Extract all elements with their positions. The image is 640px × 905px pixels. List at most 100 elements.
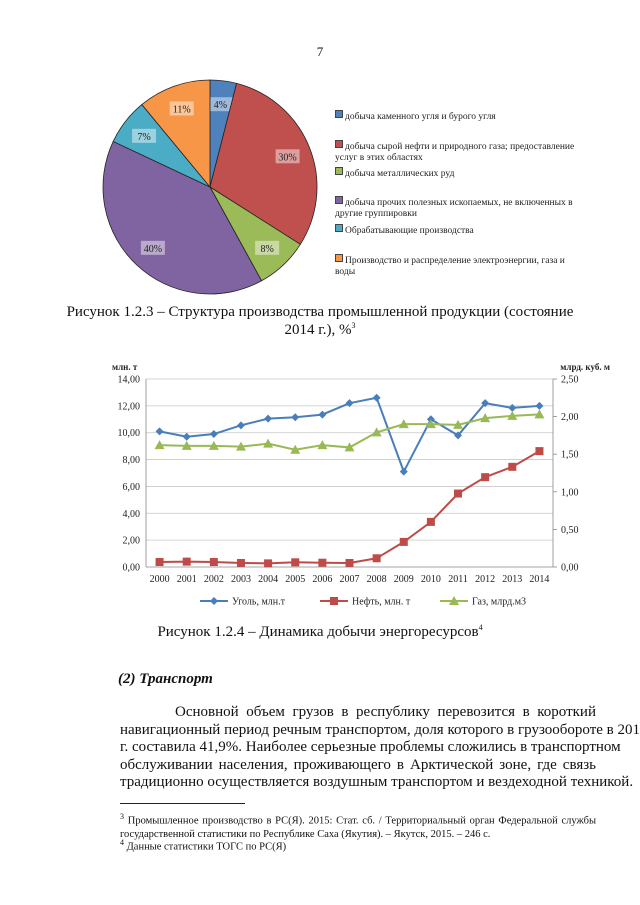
data-point [208,440,219,450]
pie-data-label: 4% [214,100,227,111]
legend-marker [210,597,218,605]
x-tick-label: 2010 [421,574,441,585]
data-point [264,559,273,568]
legend-swatch [335,110,343,118]
data-point [155,558,164,567]
legend-marker [330,597,338,605]
legend-swatch [335,140,343,148]
paragraph-line: Основной объем грузов в республику перев… [175,704,596,720]
y-tick-label: 6,00 [123,482,141,493]
pie-legend-item: добыча металлических руд [335,167,585,180]
data-point [318,410,327,419]
figure-1-caption-line2: 2014 г.), % [284,322,352,338]
x-tick-label: 2014 [529,574,549,585]
data-point [454,431,463,440]
figure-2-caption: Рисунок 1.2.4 – Динамика добычи энергоре… [0,623,640,641]
legend-marker [449,596,459,605]
legend-label: добыча металлических руд [345,169,455,179]
section-heading: (2) Транспорт [118,671,213,687]
figure-2-caption-text: Рисунок 1.2.4 – Динамика добычи энергоре… [157,624,479,640]
pie-label-bg [132,128,157,143]
footnote-mark: 4 [120,838,124,847]
y-tick-label: 8,00 [123,455,141,466]
paragraph-line: обслуживании населения, проживающего в А… [120,756,596,773]
data-point [371,427,382,437]
y2-tick-label: 0,00 [561,563,579,574]
data-point [453,419,464,429]
x-tick-label: 2011 [448,574,468,585]
data-point [480,413,491,423]
legend-swatch [335,224,343,232]
data-point [454,489,463,498]
data-point [535,401,544,410]
y-tick-label: 2,00 [123,536,141,547]
x-tick-label: 2004 [258,574,278,585]
data-point [507,410,518,420]
footnote-4: 4 Данные статистики ТОГС по РС(Я) [120,836,596,854]
series-line [159,450,540,565]
data-point [318,558,327,567]
y2-tick-label: 2,00 [561,412,579,423]
legend-swatch [335,167,343,175]
footnote-mark: 3 [120,812,124,821]
legend-label: Газ, млрд.м3 [472,597,526,608]
pie-data-label: 40% [144,244,162,255]
data-point [372,554,381,563]
data-point [481,399,490,408]
footnote-text: Данные статистики ТОГС по РС(Я) [126,841,287,853]
data-point [154,440,165,450]
legend-swatch [335,196,343,204]
pie-legend-item: добыча прочих полезных ископаемых, не вк… [335,196,585,220]
legend-label: Производство и распределение электроэнер… [335,256,565,277]
legend-swatch [335,254,343,262]
data-point [534,409,545,419]
y-axis-label: млн. т [112,362,138,372]
footnote-ref-4[interactable]: 4 [478,623,483,632]
legend-label: добыча сырой нефти и природного газа; пр… [335,142,575,163]
data-point [155,427,164,436]
figure-1-caption: Рисунок 1.2.3 – Структура производства п… [0,304,640,339]
x-tick-label: 2009 [394,574,414,585]
legend-label: Нефть, млн. т [352,597,411,608]
data-point [235,441,246,451]
data-point [481,473,490,482]
legend-label: Обрабатывающие производства [345,226,474,236]
pie-legend-item: Производство и распределение электроэнер… [335,254,585,278]
line-chart: 0,00 2,00 4,00 6,00 8,00 10,00 12,00 14,00 0,00 0… [112,362,610,608]
y2-tick-label: 0,50 [561,525,579,536]
data-point [317,440,328,450]
data-point [425,419,436,429]
data-point [209,430,218,439]
data-point [236,421,245,430]
data-point [181,440,192,450]
data-point [345,558,354,567]
x-tick-label: 2008 [367,574,387,585]
pie-data-label: 7% [137,132,150,143]
data-point [290,444,301,454]
pie-label-bg [140,240,165,255]
data-point [508,462,517,471]
y2-tick-label: 2,50 [561,375,579,386]
footnote-3: 3 Промышленное производство в РС(Я). 201… [120,810,596,841]
pie-label-bg [208,97,233,112]
pie-slice [209,82,318,245]
data-point [398,419,409,429]
footnote-ref-3[interactable]: 3 [351,321,356,330]
pie-legend-item: Обрабатывающие производства [335,224,585,237]
paragraph-line: навигационный период речным транспортом,… [120,721,640,738]
data-point [344,442,355,452]
footnote-divider [120,803,245,804]
y-tick-label: 0,00 [123,563,141,574]
y2-tick-label: 1,50 [561,450,579,461]
data-point [182,557,191,566]
data-point [182,432,191,441]
pie-slice [102,140,263,295]
y-tick-label: 4,00 [123,509,141,520]
paragraph-line: г. составила 41,9%. Наиболее серьезные п… [120,739,621,755]
data-point [264,414,273,423]
page-number: 7 [316,44,324,59]
pie-label-bg [275,149,300,164]
legend-label: добыча каменного угля и бурого угля [345,112,496,122]
pie-slice [141,79,211,189]
data-point [372,393,381,402]
